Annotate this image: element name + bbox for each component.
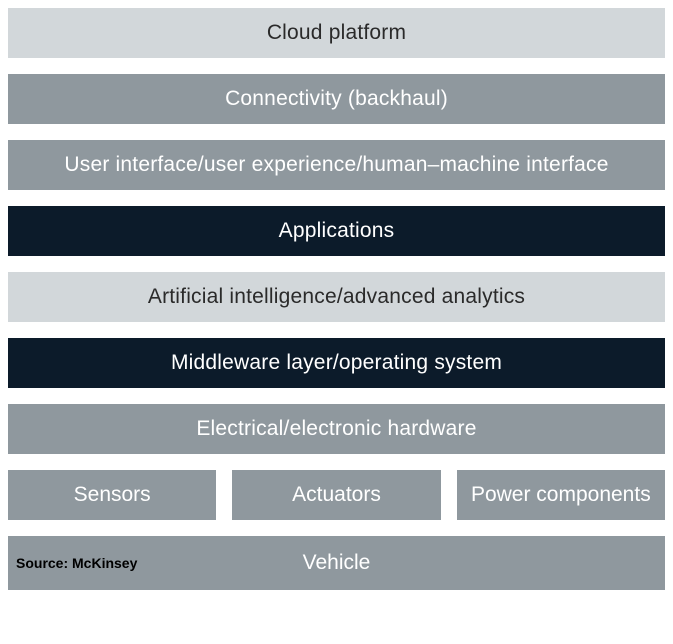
layer-applications: Applications [8, 206, 665, 256]
sub-item-actuators: Actuators [232, 470, 440, 520]
layer-connectivity: Connectivity (backhaul) [8, 74, 665, 124]
layer-middleware-os: Middleware layer/operating system [8, 338, 665, 388]
layer-electrical-hardware: Electrical/electronic hardware [8, 404, 665, 454]
layer-stack: Cloud platform Connectivity (backhaul) U… [8, 8, 665, 632]
layer-label: Applications [279, 219, 395, 243]
sub-row-hardware-components: Sensors Actuators Power components [8, 470, 665, 520]
source-label: Source: McKinsey [16, 555, 137, 571]
layer-label: Middleware layer/operating system [171, 351, 502, 375]
sub-item-sensors: Sensors [8, 470, 216, 520]
layer-ai-analytics: Artificial intelligence/advanced analyti… [8, 272, 665, 322]
sub-item-power-components: Power components [457, 470, 665, 520]
sub-item-label: Power components [471, 483, 651, 507]
layer-label: Vehicle [303, 551, 371, 575]
sub-item-label: Actuators [292, 483, 381, 507]
layer-label: Connectivity (backhaul) [225, 87, 448, 111]
layer-label: User interface/user experience/human–mac… [64, 153, 608, 177]
layer-ui-ux-hmi: User interface/user experience/human–mac… [8, 140, 665, 190]
layer-vehicle: Source: McKinsey Vehicle [8, 536, 665, 590]
layer-label: Cloud platform [267, 21, 406, 45]
layer-label: Electrical/electronic hardware [196, 417, 476, 441]
sub-item-label: Sensors [74, 483, 151, 507]
layer-cloud-platform: Cloud platform [8, 8, 665, 58]
layer-label: Artificial intelligence/advanced analyti… [148, 285, 525, 309]
